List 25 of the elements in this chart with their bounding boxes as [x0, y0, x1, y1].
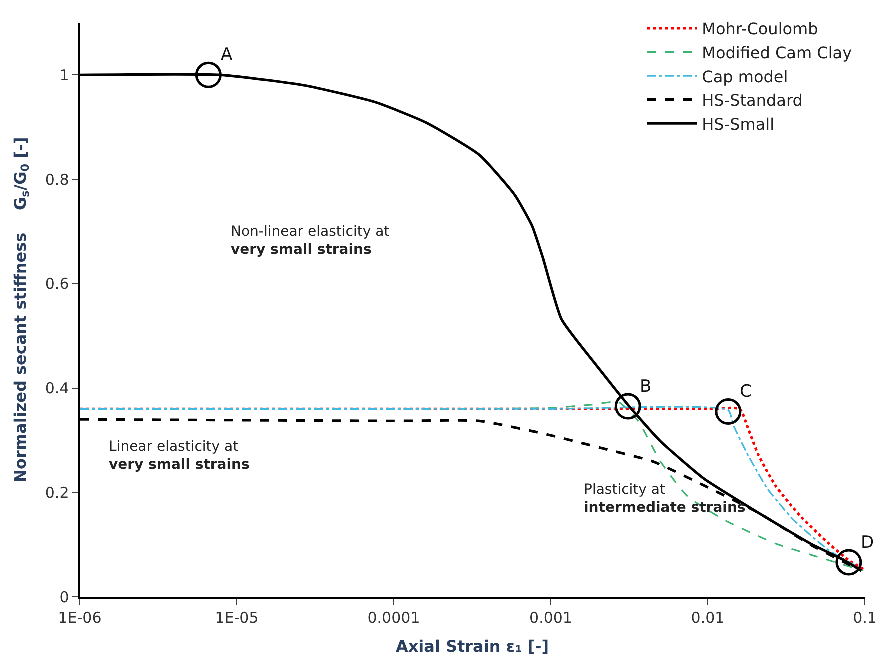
x-axis-title: Axial Strain ε₁ [-] — [396, 636, 550, 656]
annotation: B — [640, 377, 652, 397]
legend-label: HS-Small — [702, 114, 775, 134]
x-tick-label: 0.01 — [691, 608, 725, 627]
x-tick-label: 0.0001 — [368, 608, 420, 627]
y-tick-label: 1 — [60, 66, 70, 84]
legend-label: Mohr-Coulomb — [702, 20, 818, 39]
annotation: Linear elasticity at very small strains — [109, 439, 250, 474]
x-tick-label: 0.1 — [853, 608, 877, 627]
x-tick-label: 1E-06 — [58, 608, 102, 627]
y-tick-label: 0.8 — [45, 170, 70, 189]
annotation: Non-linear elasticity at very small strains — [231, 224, 390, 258]
y-tick-label: 0.2 — [45, 484, 70, 502]
legend-label: Cap model — [702, 67, 788, 86]
legend-label: HS-Standard — [702, 91, 803, 110]
annotation: D — [861, 533, 874, 553]
annotation: C — [740, 382, 752, 402]
y-tick-label: 0 — [60, 588, 70, 606]
annotation: A — [221, 45, 233, 65]
annotation: Plasticity at intermediate strains — [584, 482, 746, 516]
y-tick-label: 0.6 — [45, 275, 70, 294]
x-tick-label: 0.001 — [530, 608, 572, 627]
x-tick-label: 1E-05 — [215, 608, 259, 627]
legend-label: Modified Cam Clay — [702, 43, 852, 62]
y-tick-label: 0.4 — [45, 380, 70, 398]
